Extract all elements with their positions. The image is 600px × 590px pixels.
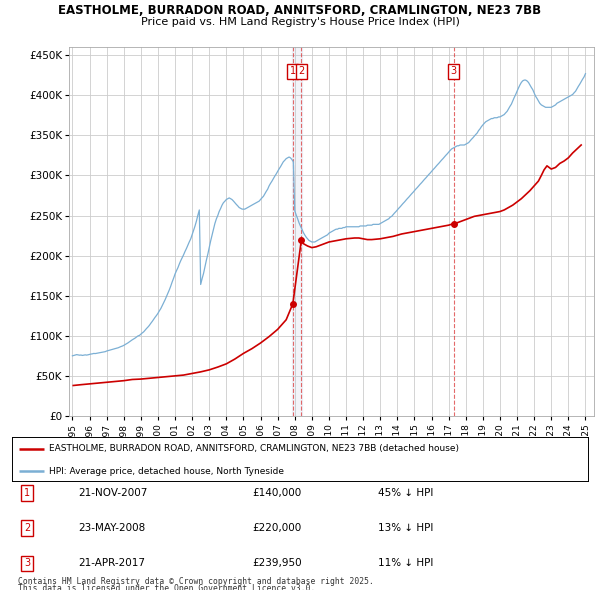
Text: 2: 2: [24, 523, 30, 533]
Text: HPI: Average price, detached house, North Tyneside: HPI: Average price, detached house, Nort…: [49, 467, 284, 476]
Text: 1: 1: [290, 66, 296, 76]
Text: 13% ↓ HPI: 13% ↓ HPI: [378, 523, 433, 533]
Text: 3: 3: [24, 559, 30, 568]
Text: Price paid vs. HM Land Registry's House Price Index (HPI): Price paid vs. HM Land Registry's House …: [140, 17, 460, 27]
Text: EASTHOLME, BURRADON ROAD, ANNITSFORD, CRAMLINGTON, NE23 7BB: EASTHOLME, BURRADON ROAD, ANNITSFORD, CR…: [58, 4, 542, 17]
Text: Contains HM Land Registry data © Crown copyright and database right 2025.: Contains HM Land Registry data © Crown c…: [18, 577, 374, 586]
Text: £140,000: £140,000: [252, 488, 301, 497]
Text: 23-MAY-2008: 23-MAY-2008: [78, 523, 145, 533]
Text: 3: 3: [451, 66, 457, 76]
Text: 21-APR-2017: 21-APR-2017: [78, 559, 145, 568]
Text: 45% ↓ HPI: 45% ↓ HPI: [378, 488, 433, 497]
Text: EASTHOLME, BURRADON ROAD, ANNITSFORD, CRAMLINGTON, NE23 7BB (detached house): EASTHOLME, BURRADON ROAD, ANNITSFORD, CR…: [49, 444, 460, 454]
Text: 11% ↓ HPI: 11% ↓ HPI: [378, 559, 433, 568]
Bar: [292, 47, 302, 416]
Text: This data is licensed under the Open Government Licence v3.0.: This data is licensed under the Open Gov…: [18, 584, 316, 590]
Text: £239,950: £239,950: [252, 559, 302, 568]
Text: £220,000: £220,000: [252, 523, 301, 533]
Text: 1: 1: [24, 488, 30, 497]
Text: 2: 2: [298, 66, 305, 76]
Text: 21-NOV-2007: 21-NOV-2007: [78, 488, 148, 497]
